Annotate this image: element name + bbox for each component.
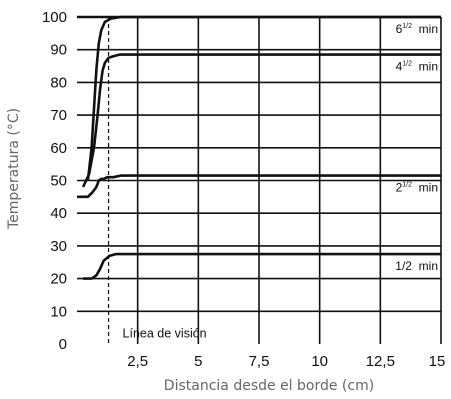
series-line-4 (86, 15, 441, 181)
x-tick-label: 2,5 (127, 353, 148, 370)
y-tick-label: 60 (50, 140, 67, 157)
y-tick-label: 100 (42, 9, 67, 26)
x-tick-label: 7,5 (249, 353, 270, 370)
annotation-layer: Línea de visión (107, 17, 207, 344)
y-tick-label: 40 (50, 205, 67, 222)
y-tick-labels: 0 10 20 30 40 50 60 70 80 90 100 (42, 9, 67, 353)
x-tick-label: 5 (194, 353, 202, 370)
chart-grid (77, 15, 442, 344)
series-line-2 (77, 174, 441, 199)
x-tick-labels: 2,5 5 7,5 10 12,5 15 (127, 353, 445, 370)
curve-labels: 1/2 min 21/2 min 41/2 min 61/2 min (395, 22, 438, 273)
series-label-1: 1/2 min (395, 259, 438, 273)
y-tick-label: 0 (59, 336, 67, 353)
y-tick-label: 30 (50, 238, 67, 255)
series-label-3: 41/2 min (396, 60, 438, 74)
x-tick-label: 15 (429, 353, 446, 370)
y-tick-label: 50 (50, 173, 67, 190)
y-tick-label: 20 (50, 271, 67, 288)
series-line-3 (81, 53, 441, 188)
series-layer (77, 15, 441, 280)
x-axis-title: Distancia desde el borde (cm) (164, 378, 374, 394)
y-tick-label: 70 (50, 107, 67, 124)
line-of-sight-label: Línea de visión (123, 326, 207, 340)
series-line-1 (83, 252, 441, 280)
y-tick-label: 80 (50, 74, 67, 91)
y-tick-label: 10 (50, 303, 67, 320)
x-tick-label: 12,5 (366, 353, 395, 370)
x-tick-label: 10 (311, 353, 328, 370)
y-axis-title: Temperatura (°C) (6, 108, 22, 230)
series-label-2: 21/2 min (396, 181, 438, 195)
series-label-4: 61/2 min (396, 22, 438, 36)
y-tick-label: 90 (50, 42, 67, 59)
